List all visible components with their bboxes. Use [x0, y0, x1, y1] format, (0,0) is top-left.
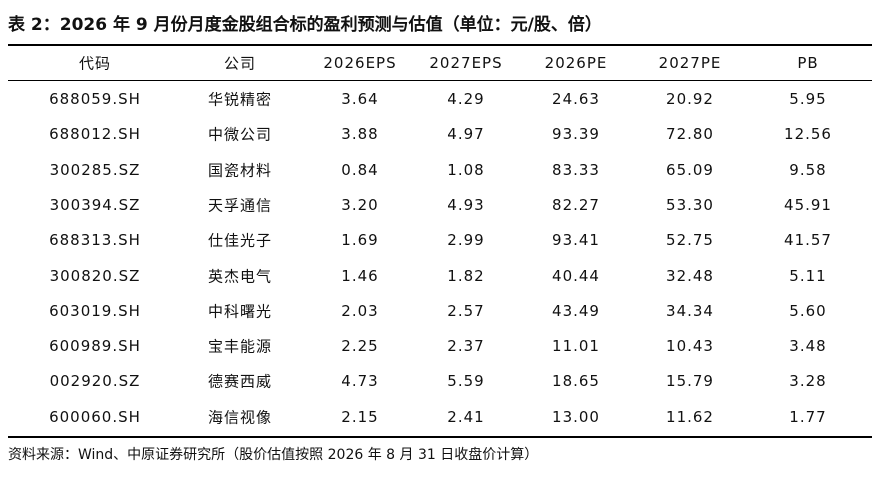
table-cell: 1.46: [341, 266, 379, 285]
bottom-rule: [8, 436, 872, 438]
table-cell: 688059.SH: [49, 90, 141, 108]
table-cell: 2.41: [447, 407, 485, 426]
table-cell: 12.56: [784, 125, 832, 144]
header-rule: [8, 80, 872, 81]
table-cell: 34.34: [666, 301, 714, 320]
table-cell: 天孚通信: [207, 196, 273, 215]
table-cell: 5.59: [447, 372, 485, 391]
table-cell: 002920.SZ: [49, 372, 141, 391]
table-cell: 20.92: [666, 90, 714, 108]
table-cell: 2.37: [447, 337, 485, 356]
table-cell: 1.77: [789, 407, 827, 426]
table-cell: 52.75: [666, 231, 714, 250]
table-cell: 300394.SZ: [49, 195, 141, 214]
table-cell: 83.33: [552, 160, 600, 179]
table-cell: 688313.SH: [49, 231, 141, 250]
table-cell: 41.57: [784, 231, 832, 250]
table-cell: 43.49: [552, 301, 600, 320]
table-cell: 英杰电气: [207, 267, 273, 285]
table-cell: 13.00: [552, 407, 600, 426]
table-cell: 华锐精密: [207, 90, 273, 109]
table-cell: 仕佳光子: [207, 231, 273, 250]
table-title: 表 2：2026 年 9 月份月度金股组合标的盈利预测与估值（单位：元/股、倍）: [8, 15, 602, 35]
table-cell: 32.48: [666, 266, 714, 285]
table-cell: 72.80: [666, 125, 714, 144]
table-cell: 中微公司: [207, 125, 273, 144]
table-cell: 3.64: [341, 90, 379, 108]
table-cell: 4.29: [447, 90, 485, 108]
table-cell: 24.63: [552, 90, 600, 108]
table-cell: 82.27: [552, 195, 600, 214]
column-header: 2026PE: [544, 54, 608, 72]
table-cell: 1.82: [447, 266, 485, 285]
table-cell: 0.84: [341, 160, 379, 179]
table-cell: 国瓷材料: [207, 161, 273, 180]
table-cell: 1.69: [341, 231, 379, 250]
column-header: 公司: [223, 54, 257, 73]
table-cell: 93.41: [552, 231, 600, 250]
column-header: 2027EPS: [429, 54, 503, 72]
table-cell: 德赛西威: [207, 372, 273, 391]
top-rule: [8, 44, 872, 46]
table-cell: 53.30: [666, 195, 714, 214]
table-cell: 3.48: [789, 337, 827, 356]
table-cell: 600989.SH: [49, 337, 141, 356]
column-header: 2026EPS: [323, 54, 397, 72]
column-header: 代码: [78, 54, 112, 73]
table-cell: 5.95: [789, 90, 827, 108]
table-cell: 40.44: [552, 266, 600, 285]
table-cell: 600060.SH: [49, 407, 141, 426]
source-note: 资料来源：Wind、中原证券研究所（股价估值按照 2026 年 8 月 31 日…: [8, 447, 539, 463]
table-cell: 宝丰能源: [207, 337, 273, 356]
table-cell: 603019.SH: [49, 301, 141, 320]
table-cell: 2.15: [341, 407, 379, 426]
table-cell: 10.43: [666, 337, 714, 356]
table-cell: 11.62: [666, 407, 714, 426]
table-cell: 5.11: [789, 266, 827, 285]
table-cell: 9.58: [789, 160, 827, 179]
table-cell: 15.79: [666, 372, 714, 391]
column-header: PB: [797, 54, 819, 72]
table-cell: 海信视像: [207, 408, 273, 427]
table-cell: 65.09: [666, 160, 714, 179]
table-cell: 300820.SZ: [49, 266, 141, 285]
table-cell: 3.20: [341, 195, 379, 214]
table-cell: 688012.SH: [49, 125, 141, 144]
table-cell: 3.28: [789, 372, 827, 391]
table-cell: 2.03: [341, 301, 379, 320]
table-cell: 1.08: [447, 160, 485, 179]
table-cell: 4.97: [447, 125, 485, 144]
table-cell: 93.39: [552, 125, 600, 144]
table-cell: 3.88: [341, 125, 379, 144]
column-header: 2027PE: [658, 54, 722, 72]
table-cell: 11.01: [552, 337, 600, 356]
table-cell: 2.57: [447, 301, 485, 320]
table-cell: 2.99: [447, 231, 485, 250]
table-cell: 2.25: [341, 337, 379, 356]
table-cell: 18.65: [552, 372, 600, 391]
table-cell: 中科曙光: [207, 302, 273, 321]
table-cell: 5.60: [789, 301, 827, 320]
table-cell: 4.73: [341, 372, 379, 391]
table-cell: 45.91: [784, 195, 832, 214]
table-cell: 4.93: [447, 195, 485, 214]
table-cell: 300285.SZ: [49, 160, 141, 179]
